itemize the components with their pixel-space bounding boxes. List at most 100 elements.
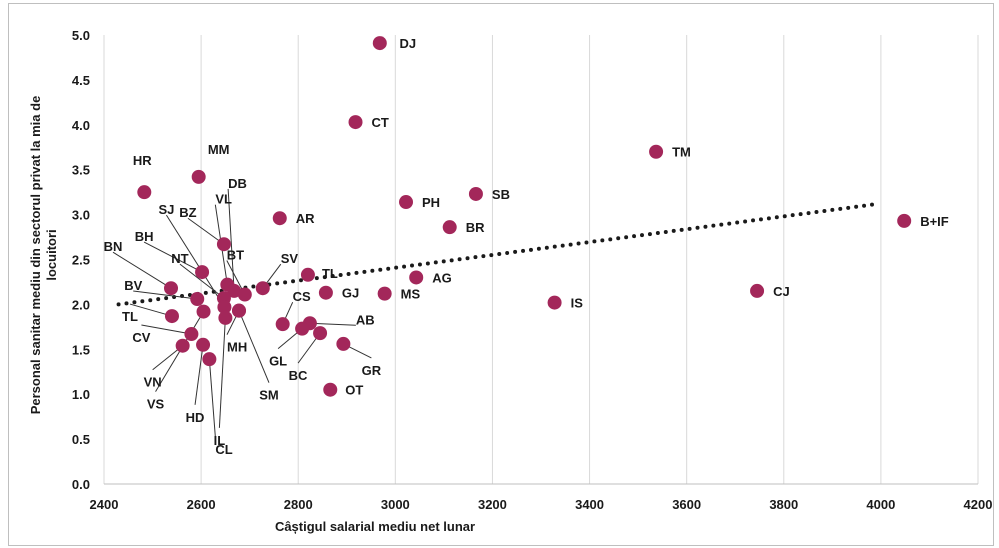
- point-label: BH: [135, 229, 154, 244]
- point-label: GL: [269, 354, 287, 369]
- data-point: [195, 265, 210, 280]
- data-point: [547, 295, 562, 310]
- x-axis-title: Câștigul salarial mediu net lunar: [275, 519, 475, 534]
- point-label: BN: [104, 239, 123, 254]
- leader-line: [129, 303, 173, 317]
- y-tick-label: 4.5: [72, 73, 90, 88]
- data-point: [442, 220, 457, 235]
- data-point: [377, 286, 392, 301]
- data-point: [323, 382, 338, 397]
- data-point: [272, 211, 287, 226]
- data-point: [164, 281, 179, 296]
- point-label: MH: [227, 340, 247, 355]
- x-tick-label: 2600: [187, 497, 216, 512]
- point-label: VN: [144, 375, 162, 390]
- point-label: IL: [214, 433, 226, 448]
- data-point: [399, 195, 414, 210]
- leader-line: [238, 310, 270, 383]
- point-label: BT: [227, 248, 244, 263]
- data-point: [372, 36, 387, 51]
- x-tick-label: 4000: [866, 497, 895, 512]
- chart-frame: [8, 3, 994, 546]
- data-point: [190, 292, 205, 307]
- data-point: [164, 309, 179, 324]
- point-label: TL: [322, 266, 338, 281]
- data-point: [202, 352, 217, 367]
- point-label: CV: [132, 330, 150, 345]
- point-label: CS: [293, 289, 311, 304]
- point-label: MS: [401, 287, 421, 302]
- data-point: [231, 303, 246, 318]
- point-label: VS: [147, 397, 165, 412]
- point-label: BR: [466, 220, 485, 235]
- data-point: [300, 267, 315, 282]
- leader-line: [141, 324, 192, 335]
- data-point: [275, 317, 290, 332]
- y-tick-labels: 0.0 0.5 1.0 1.5 2.0 2.5 3.0 3.5 4.0 4.5 5.0: [72, 28, 90, 492]
- point-label: HD: [186, 410, 205, 425]
- data-point: [468, 186, 483, 201]
- data-point: [336, 336, 351, 351]
- data-point: [318, 285, 333, 300]
- point-label: CJ: [773, 284, 790, 299]
- data-point: [409, 270, 424, 285]
- x-tick-label: 2400: [90, 497, 119, 512]
- x-tick-label: 2800: [284, 497, 313, 512]
- point-label: AB: [356, 312, 375, 327]
- x-tick-label: 3200: [478, 497, 507, 512]
- y-tick-label: 2.0: [72, 297, 90, 312]
- point-label: GR: [362, 363, 382, 378]
- y-tick-label: 1.5: [72, 342, 90, 357]
- data-point: [897, 213, 912, 228]
- data-point: [348, 115, 363, 130]
- point-label: CT: [372, 115, 389, 130]
- point-label: PH: [422, 195, 440, 210]
- x-tick-label: 3400: [575, 497, 604, 512]
- point-label: B+IF: [920, 214, 949, 229]
- point-label: BC: [289, 368, 308, 383]
- leader-line: [143, 241, 203, 273]
- point-label: BV: [124, 278, 142, 293]
- data-point: [217, 300, 232, 315]
- point-label: SM: [259, 388, 279, 403]
- data-point: [216, 237, 231, 252]
- point-label: CL: [215, 442, 232, 457]
- point-label: TL: [122, 309, 138, 324]
- y-axis-title: Personal sanitar mediu din sectorul priv…: [28, 96, 59, 415]
- y-tick-label: 3.5: [72, 163, 90, 178]
- leader-line: [194, 344, 204, 405]
- y-axis-title-line-1: Personal sanitar mediu din sectorul priv…: [28, 96, 43, 415]
- data-point: [175, 338, 190, 353]
- leader-line: [165, 214, 225, 308]
- data-point: [218, 310, 233, 325]
- point-label: GJ: [342, 286, 359, 301]
- point-label: SV: [281, 251, 299, 266]
- y-tick-label: 0.0: [72, 477, 90, 492]
- x-tick-label: 3000: [381, 497, 410, 512]
- y-tick-label: 2.5: [72, 253, 90, 268]
- leader-line: [187, 217, 225, 245]
- point-label: SB: [492, 187, 510, 202]
- point-label: DB: [228, 176, 247, 191]
- data-point: [237, 287, 252, 302]
- y-tick-label: 1.0: [72, 387, 90, 402]
- point-label: IS: [571, 296, 584, 311]
- point-label: MM: [208, 142, 230, 157]
- data-point: [137, 185, 152, 200]
- point-label: NT: [171, 251, 188, 266]
- leader-line: [218, 317, 226, 428]
- point-label: VL: [215, 192, 232, 207]
- data-point: [750, 283, 765, 298]
- leader-line: [179, 263, 225, 299]
- point-label: AR: [296, 211, 315, 226]
- point-label: DJ: [399, 36, 416, 51]
- x-tick-labels: 2400 2600 2800 3000 3200 3400 3600 3800 4000 4200: [90, 497, 993, 512]
- grid-lines: [103, 35, 979, 485]
- data-point: [255, 281, 270, 296]
- leader-line: [309, 322, 356, 326]
- point-label: HR: [133, 153, 152, 168]
- point-label: OT: [345, 383, 363, 398]
- y-axis-title-line-2: locuitori: [44, 229, 59, 280]
